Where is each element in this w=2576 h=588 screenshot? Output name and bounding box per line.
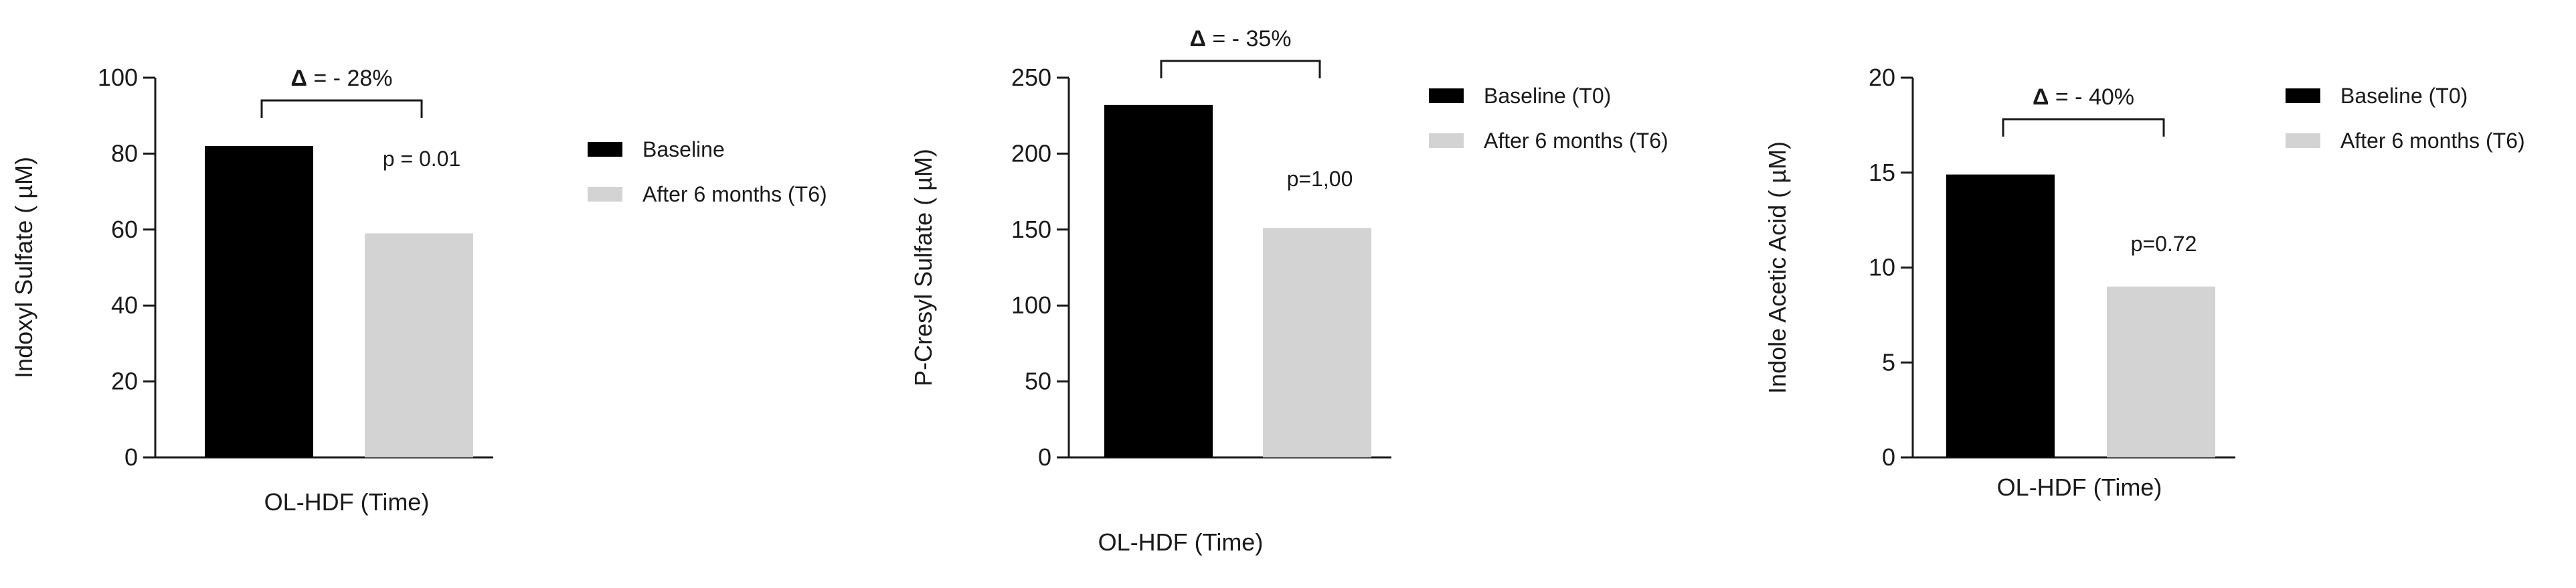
- chart2-x-axis-title: OL-HDF (Time): [1098, 528, 1264, 556]
- chart3-bar-after-6-months: [2107, 286, 2215, 457]
- chart3-y-tick-label: 0: [1882, 443, 1895, 471]
- chart3-x-axis-title: OL-HDF (Time): [1997, 473, 2162, 501]
- chart2-y-tick-label: 100: [1011, 291, 1051, 319]
- chart3-bar-baseline: [1946, 174, 2055, 457]
- chart2-legend-swatch: [1429, 88, 1464, 103]
- chart1-y-tick-label: 40: [111, 291, 138, 319]
- chart3-legend-label: After 6 months (T6): [2340, 129, 2525, 153]
- chart2-y-tick-label: 50: [1025, 368, 1051, 395]
- chart2-comparison-bracket: [1160, 60, 1321, 78]
- chart2-delta-symbol: Δ: [1189, 26, 1205, 52]
- chart1-y-axis-title: Indoxyl Sulfate ( µM): [10, 157, 37, 378]
- chart3-delta-label: Δ = - 40%: [2033, 84, 2134, 110]
- chart1-bar-after-6-months: [365, 233, 473, 457]
- chart1-legend-label: Baseline: [642, 137, 725, 161]
- chart1-comparison-bracket: [260, 99, 423, 118]
- chart3-legend-swatch: [2286, 133, 2320, 148]
- chart1-y-tick-label: 100: [98, 64, 138, 91]
- chart3-delta-value: = - 40%: [2049, 84, 2134, 110]
- chart3-y-axis-title: Indole Acetic Acid ( µM): [1764, 141, 1791, 394]
- chart2-legend-label: After 6 months (T6): [1484, 129, 1668, 153]
- chart1-y-tick-label: 20: [111, 368, 138, 395]
- chart2-delta-label: Δ = - 35%: [1189, 26, 1291, 52]
- chart1-y-tick-label: 80: [111, 139, 138, 167]
- chart2-y-tick-label: 0: [1038, 443, 1051, 471]
- chart3-p-value: p=0.72: [2131, 232, 2197, 256]
- chart1-p-value: p = 0.01: [383, 147, 461, 171]
- chart3-y-tick-label: 15: [1869, 159, 1895, 186]
- chart2-p-value: p=1,00: [1287, 167, 1353, 191]
- chart3-delta-symbol: Δ: [2033, 84, 2049, 110]
- chart1-x-axis-title: OL-HDF (Time): [264, 488, 430, 516]
- chart2-delta-value: = - 35%: [1206, 26, 1292, 52]
- chart1-delta-symbol: Δ: [290, 66, 307, 91]
- chart1-delta-label: Δ = - 28%: [290, 66, 392, 91]
- chart1-legend-swatch: [588, 187, 622, 202]
- chart2-bar-baseline: [1104, 104, 1213, 458]
- chart1-y-tick-label: 0: [124, 443, 138, 471]
- chart1-delta-value: = - 28%: [307, 66, 393, 91]
- chart2-y-tick-label: 200: [1011, 139, 1051, 167]
- chart2-legend-label: Baseline (T0): [1484, 84, 1611, 108]
- chart3-legend-label: Baseline (T0): [2340, 84, 2468, 108]
- chart1-legend-swatch: [588, 142, 622, 157]
- chart3-legend-swatch: [2286, 88, 2320, 103]
- chart3-y-tick-label: 20: [1869, 64, 1895, 91]
- chart1-legend-label: After 6 months (T6): [642, 182, 827, 206]
- chart3-y-tick-label: 5: [1882, 348, 1895, 376]
- chart2-bar-after-6-months: [1263, 228, 1371, 457]
- chart2-legend-swatch: [1429, 133, 1464, 148]
- chart2-y-tick-label: 150: [1011, 216, 1051, 243]
- chart3-comparison-bracket: [2002, 118, 2165, 137]
- chart1-bar-baseline: [205, 146, 313, 457]
- chart3-y-tick-label: 10: [1869, 254, 1895, 281]
- chart2-y-axis-title: P-Cresyl Sulfate ( µM): [910, 149, 937, 386]
- chart2-y-tick-label: 250: [1011, 64, 1051, 91]
- chart1-y-tick-label: 60: [111, 216, 138, 243]
